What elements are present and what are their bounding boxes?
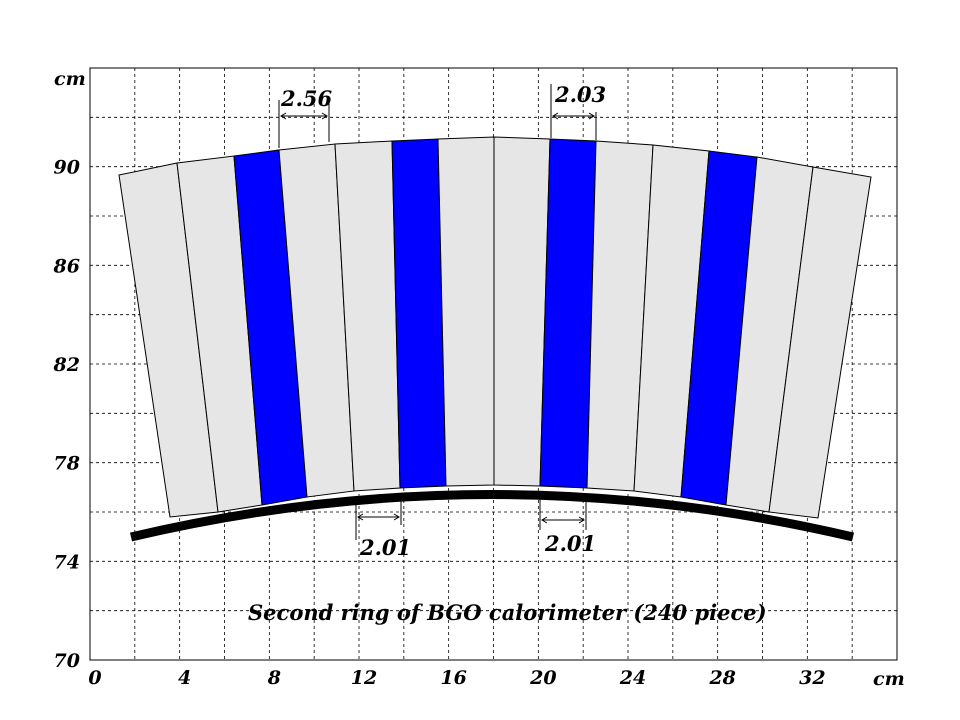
dimension-marker-bottom-left bbox=[355, 494, 402, 540]
dimension-label: 2.01 bbox=[359, 535, 411, 560]
y-axis-unit: cm bbox=[54, 68, 86, 90]
y-tick-label: 90 bbox=[54, 157, 80, 179]
x-tick-label: 24 bbox=[619, 667, 646, 689]
x-tick-label: 4 bbox=[178, 667, 191, 689]
x-tick-label: 12 bbox=[351, 667, 377, 689]
dimension-label: 2.56 bbox=[280, 86, 333, 111]
crystal-ring bbox=[118, 136, 872, 519]
x-axis-ticks: 0 4 8 12 16 20 24 28 32 bbox=[88, 667, 825, 689]
support-arc bbox=[129, 490, 855, 542]
y-tick-label: 82 bbox=[53, 354, 80, 376]
crystal-highlighted bbox=[391, 138, 447, 489]
figure-caption: Second ring of BGO calorimeter (240 piec… bbox=[248, 600, 767, 625]
y-axis-ticks: 70 74 78 82 86 90 bbox=[53, 157, 80, 672]
y-tick-label: 74 bbox=[54, 551, 80, 573]
x-tick-label: 28 bbox=[708, 667, 735, 689]
y-tick-label: 70 bbox=[54, 650, 80, 672]
dimension-marker-bottom-right bbox=[539, 494, 587, 530]
dimension-marker-top-right bbox=[550, 84, 597, 140]
crystal-highlighted bbox=[539, 138, 597, 489]
dimension-marker-top-left bbox=[278, 100, 330, 148]
crystal bbox=[437, 136, 495, 487]
crystal bbox=[768, 166, 872, 519]
y-tick-label: 78 bbox=[54, 453, 80, 475]
x-tick-label: 16 bbox=[440, 667, 466, 689]
y-tick-label: 86 bbox=[53, 255, 80, 277]
x-tick-label: 8 bbox=[267, 667, 281, 689]
x-tick-label: 32 bbox=[799, 667, 825, 689]
x-tick-label: 20 bbox=[529, 667, 556, 689]
x-tick-label: 0 bbox=[88, 667, 101, 689]
dimension-label: 2.01 bbox=[544, 531, 596, 556]
x-axis-unit: cm bbox=[873, 668, 905, 690]
dimension-label: 2.03 bbox=[554, 82, 606, 107]
